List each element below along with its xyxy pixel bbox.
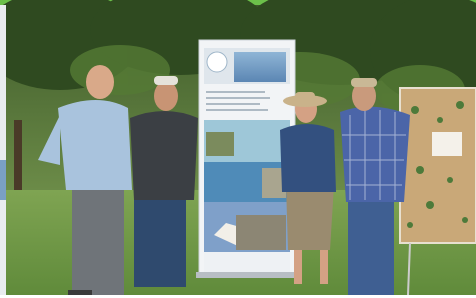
- page: [0, 0, 476, 298]
- left-edge-image: [0, 160, 6, 200]
- left-edge: [0, 5, 6, 298]
- photo: [0, 0, 476, 298]
